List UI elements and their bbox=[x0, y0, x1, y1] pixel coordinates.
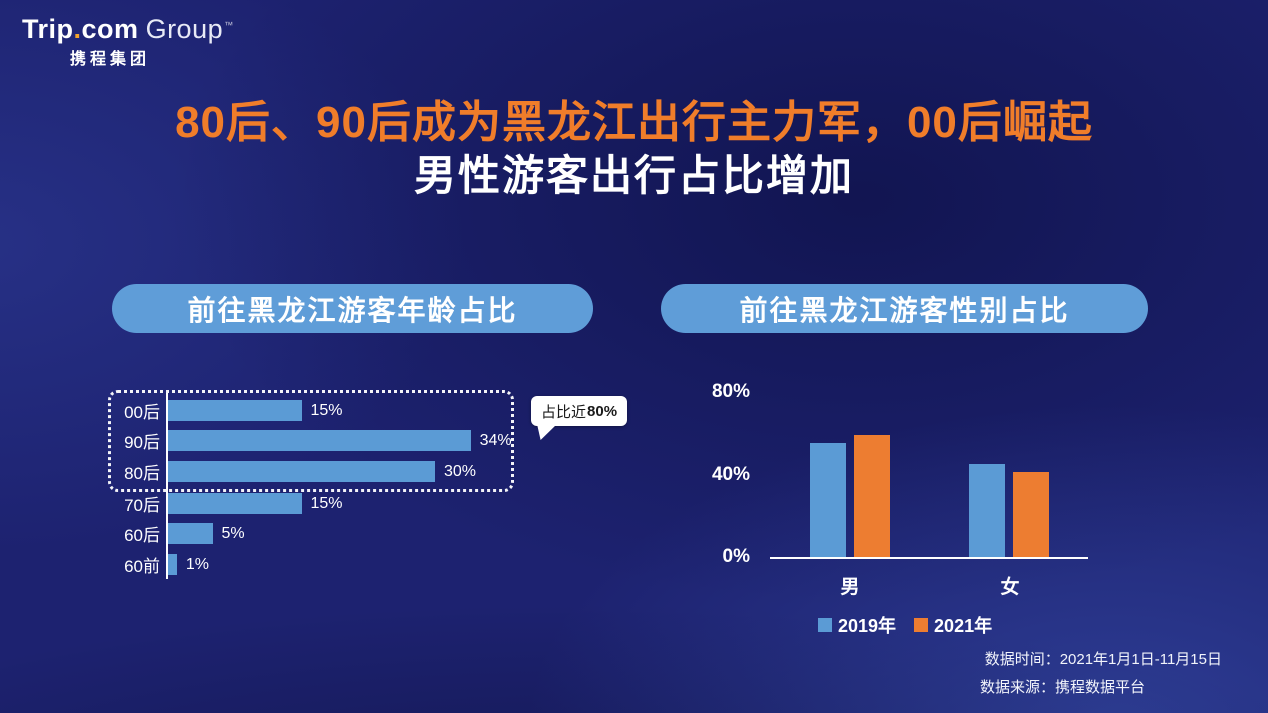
gender-chart-header: 前往黑龙江游客性别占比 bbox=[661, 284, 1148, 333]
logo-trip-text: Trip bbox=[22, 14, 74, 44]
data-time-note: 数据时间：2021年1月1日-11月15日 bbox=[984, 651, 1222, 668]
bar-female-2019 bbox=[969, 463, 1005, 557]
age-bar bbox=[168, 523, 213, 544]
bar-male-2021 bbox=[854, 434, 890, 557]
gender-category-male: 男 bbox=[840, 577, 860, 598]
age-value-label: 30% bbox=[444, 462, 477, 480]
legend-item-2021: 2021年 bbox=[914, 612, 992, 638]
data-source-note: 数据来源：携程数据平台 bbox=[979, 679, 1145, 696]
tripcom-group-logo: Trip.com Group™ 携程集团 bbox=[22, 14, 234, 68]
age-row-80s: 80后 30% bbox=[108, 458, 476, 485]
gender-chart-legend: 2019年 2021年 bbox=[818, 612, 992, 638]
age-value-label: 34% bbox=[479, 431, 512, 449]
logo-group-text: Group bbox=[145, 14, 224, 44]
bar-female-2021 bbox=[1013, 472, 1049, 557]
legend-item-2019: 2019年 bbox=[818, 612, 896, 638]
logo-trademark: ™ bbox=[224, 20, 234, 30]
age-chart-header: 前往黑龙江游客年龄占比 bbox=[112, 284, 593, 333]
age-category-label: 80后 bbox=[124, 464, 160, 483]
age-callout-tail bbox=[537, 424, 557, 440]
logo-com-text: com bbox=[81, 14, 139, 44]
gender-ytick-0: 0% bbox=[722, 546, 750, 567]
age-value-label: 1% bbox=[185, 555, 210, 573]
age-bar bbox=[168, 461, 435, 482]
age-bar bbox=[168, 400, 302, 421]
legend-label: 2019年 bbox=[838, 616, 897, 636]
age-value-label: 15% bbox=[310, 401, 343, 419]
age-row-90s: 90后 34% bbox=[108, 427, 512, 454]
bar-male-2019 bbox=[810, 443, 846, 557]
callout-text: 占比近 bbox=[541, 403, 587, 421]
age-category-label: 90后 bbox=[124, 433, 160, 452]
age-category-label: 00后 bbox=[124, 403, 160, 422]
slide-title-line1: 80后、90后成为黑龙江出行主力军，00后崛起 bbox=[175, 98, 1093, 147]
gender-chart-plot bbox=[770, 378, 1088, 559]
age-bar bbox=[168, 430, 471, 451]
age-value-label: 5% bbox=[221, 524, 245, 542]
legend-label: 2021年 bbox=[934, 616, 993, 636]
callout-strong-text: 80% bbox=[587, 402, 618, 420]
age-category-label: 60后 bbox=[124, 526, 160, 545]
age-row-70s: 70后 15% bbox=[108, 490, 343, 517]
gender-category-female: 女 bbox=[1000, 577, 1020, 598]
logo-wordmark: Trip.com Group™ bbox=[22, 14, 234, 45]
age-callout-bubble: 占比近 80% bbox=[531, 396, 628, 426]
slide-title-line2: 男性游客出行占比增加 bbox=[413, 152, 854, 199]
gender-ytick-80: 80% bbox=[711, 381, 750, 402]
age-bar bbox=[168, 493, 302, 514]
age-category-label: 60前 bbox=[124, 557, 160, 576]
age-value-label: 15% bbox=[310, 494, 343, 512]
age-row-pre60s: 60前 1% bbox=[108, 551, 209, 578]
legend-swatch-blue bbox=[818, 618, 832, 632]
age-chart-axis-line bbox=[166, 393, 168, 579]
gender-ytick-40: 40% bbox=[711, 464, 750, 485]
age-row-60s: 60后 5% bbox=[108, 520, 245, 547]
age-row-00s: 00后 15% bbox=[108, 397, 343, 424]
logo-chinese-name: 携程集团 bbox=[70, 51, 151, 68]
age-bar bbox=[168, 554, 177, 575]
legend-swatch-orange bbox=[914, 618, 929, 632]
age-category-label: 70后 bbox=[124, 496, 160, 515]
logo-dot: . bbox=[73, 14, 82, 44]
gender-chart-baseline bbox=[770, 557, 1088, 559]
